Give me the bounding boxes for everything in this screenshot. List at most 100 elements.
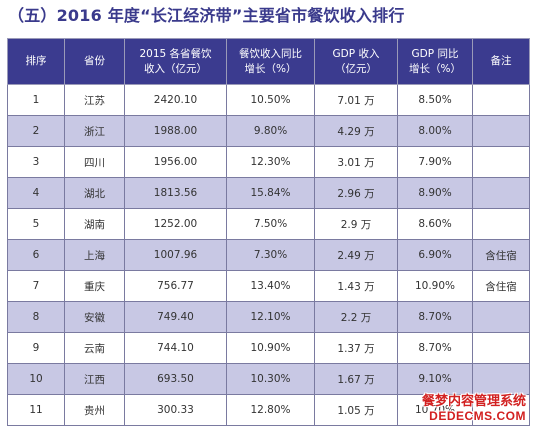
header-gdp: GDP 收入 （亿元）	[314, 38, 398, 85]
cell-rank: 6	[7, 239, 65, 271]
cell-revenue-growth: 10.90%	[226, 332, 315, 364]
cell-province: 上海	[64, 239, 125, 271]
cell-note: 含住宿	[472, 239, 530, 271]
cell-revenue-growth: 9.80%	[226, 115, 315, 147]
cell-rank: 7	[7, 270, 65, 302]
table-row: 8 安徽 749.40 12.10% 2.2 万 8.70%	[7, 301, 530, 333]
cell-province: 四川	[64, 146, 125, 178]
cell-rank: 9	[7, 332, 65, 364]
page-title: （五）2016 年度“长江经济带”主要省市餐饮收入排行	[8, 6, 405, 25]
header-rank: 排序	[7, 38, 65, 85]
cell-rank: 4	[7, 177, 65, 209]
ranking-table: 排序 省份 2015 各省餐饮 收入（亿元） 餐饮收入同比 增长（%） GDP 收入…	[7, 38, 530, 426]
cell-revenue-growth: 7.30%	[226, 239, 315, 271]
table-header-row: 排序 省份 2015 各省餐饮 收入（亿元） 餐饮收入同比 增长（%） GDP 收入…	[7, 38, 530, 85]
cell-rank: 1	[7, 84, 65, 116]
cell-revenue: 749.40	[124, 301, 227, 333]
cell-revenue-growth: 12.30%	[226, 146, 315, 178]
cell-revenue: 744.10	[124, 332, 227, 364]
table-row: 5 湖南 1252.00 7.50% 2.9 万 8.60%	[7, 208, 530, 240]
cell-rank: 10	[7, 363, 65, 395]
cell-revenue: 1956.00	[124, 146, 227, 178]
cell-gdp: 3.01 万	[314, 146, 398, 178]
cell-note	[472, 332, 530, 364]
cell-note	[472, 301, 530, 333]
cell-note: 含住宿	[472, 270, 530, 302]
table-row: 6 上海 1007.96 7.30% 2.49 万 6.90% 含住宿	[7, 239, 530, 271]
cell-note	[472, 146, 530, 178]
table-body: 1 江苏 2420.10 10.50% 7.01 万 8.50% 2 浙江 1988.00 9.8…	[7, 84, 530, 426]
table-row: 11 贵州 300.33 12.80% 1.05 万 10.70%	[7, 394, 530, 426]
header-revenue-growth: 餐饮收入同比 增长（%）	[226, 38, 315, 85]
header-gdp-growth: GDP 同比 增长（%）	[397, 38, 473, 85]
cell-gdp-growth: 8.70%	[397, 301, 473, 333]
table-row: 2 浙江 1988.00 9.80% 4.29 万 8.00%	[7, 115, 530, 147]
cell-revenue-growth: 10.30%	[226, 363, 315, 395]
cell-revenue: 1813.56	[124, 177, 227, 209]
cell-note	[472, 208, 530, 240]
cell-gdp: 2.9 万	[314, 208, 398, 240]
cell-province: 重庆	[64, 270, 125, 302]
cell-revenue-growth: 12.80%	[226, 394, 315, 426]
table-row: 7 重庆 756.77 13.40% 1.43 万 10.90% 含住宿	[7, 270, 530, 302]
cell-revenue-growth: 7.50%	[226, 208, 315, 240]
cell-revenue: 1988.00	[124, 115, 227, 147]
cell-gdp: 1.43 万	[314, 270, 398, 302]
table-row: 4 湖北 1813.56 15.84% 2.96 万 8.90%	[7, 177, 530, 209]
cell-revenue: 1252.00	[124, 208, 227, 240]
cell-gdp-growth: 9.10%	[397, 363, 473, 395]
cell-gdp-growth: 8.50%	[397, 84, 473, 116]
cell-gdp: 4.29 万	[314, 115, 398, 147]
cell-rank: 8	[7, 301, 65, 333]
cell-note	[472, 363, 530, 395]
cell-rank: 2	[7, 115, 65, 147]
cell-gdp-growth: 6.90%	[397, 239, 473, 271]
cell-revenue-growth: 10.50%	[226, 84, 315, 116]
cell-province: 浙江	[64, 115, 125, 147]
cell-gdp: 1.37 万	[314, 332, 398, 364]
cell-gdp-growth: 8.90%	[397, 177, 473, 209]
cell-province: 江苏	[64, 84, 125, 116]
table-row: 3 四川 1956.00 12.30% 3.01 万 7.90%	[7, 146, 530, 178]
cell-revenue: 693.50	[124, 363, 227, 395]
cell-province: 湖南	[64, 208, 125, 240]
cell-gdp-growth: 8.70%	[397, 332, 473, 364]
cell-gdp: 7.01 万	[314, 84, 398, 116]
cell-province: 云南	[64, 332, 125, 364]
header-province: 省份	[64, 38, 125, 85]
cell-gdp-growth: 10.70%	[397, 394, 473, 426]
cell-gdp: 1.67 万	[314, 363, 398, 395]
cell-gdp: 2.2 万	[314, 301, 398, 333]
cell-note	[472, 394, 530, 426]
cell-province: 湖北	[64, 177, 125, 209]
cell-revenue-growth: 13.40%	[226, 270, 315, 302]
cell-rank: 11	[7, 394, 65, 426]
cell-note	[472, 115, 530, 147]
cell-revenue: 300.33	[124, 394, 227, 426]
cell-gdp: 1.05 万	[314, 394, 398, 426]
cell-province: 安徽	[64, 301, 125, 333]
cell-province: 贵州	[64, 394, 125, 426]
cell-rank: 3	[7, 146, 65, 178]
cell-revenue: 756.77	[124, 270, 227, 302]
cell-gdp-growth: 8.60%	[397, 208, 473, 240]
header-note: 备注	[472, 38, 530, 85]
cell-gdp-growth: 7.90%	[397, 146, 473, 178]
table-row: 9 云南 744.10 10.90% 1.37 万 8.70%	[7, 332, 530, 364]
cell-gdp-growth: 8.00%	[397, 115, 473, 147]
header-revenue: 2015 各省餐饮 收入（亿元）	[124, 38, 227, 85]
cell-province: 江西	[64, 363, 125, 395]
table-row: 1 江苏 2420.10 10.50% 7.01 万 8.50%	[7, 84, 530, 116]
cell-revenue: 2420.10	[124, 84, 227, 116]
cell-rank: 5	[7, 208, 65, 240]
cell-gdp: 2.96 万	[314, 177, 398, 209]
cell-revenue-growth: 15.84%	[226, 177, 315, 209]
cell-gdp: 2.49 万	[314, 239, 398, 271]
cell-note	[472, 84, 530, 116]
cell-gdp-growth: 10.90%	[397, 270, 473, 302]
table-row: 10 江西 693.50 10.30% 1.67 万 9.10%	[7, 363, 530, 395]
cell-revenue-growth: 12.10%	[226, 301, 315, 333]
cell-revenue: 1007.96	[124, 239, 227, 271]
cell-note	[472, 177, 530, 209]
